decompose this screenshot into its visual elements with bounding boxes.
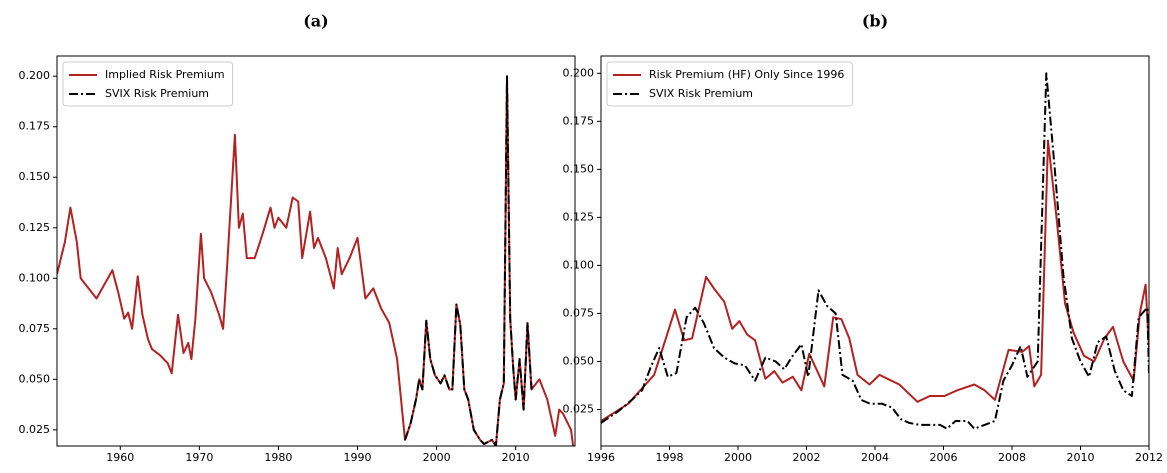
x-tick-label: 2010 [502, 451, 530, 464]
y-tick-label: 0.100 [563, 258, 595, 271]
y-tick-label: 0.200 [563, 66, 595, 79]
x-tick-label: 2010 [1067, 451, 1095, 464]
y-tick-label: 0.050 [19, 372, 51, 385]
y-tick-label: 0.075 [563, 306, 595, 319]
legend-label: Risk Premium (HF) Only Since 1996 [649, 68, 844, 81]
x-tick-label: 2006 [930, 451, 958, 464]
y-tick-label: 0.150 [19, 170, 51, 183]
series-line [601, 139, 1149, 422]
x-tick-label: 2004 [861, 451, 889, 464]
y-tick-label: 0.100 [19, 271, 51, 284]
series-lines [601, 72, 1149, 430]
y-tick-label: 0.125 [19, 221, 51, 234]
y-tick-label: 0.150 [563, 162, 595, 175]
series-line [57, 75, 575, 446]
series-line [601, 72, 1149, 430]
x-tick-label: 1970 [185, 451, 213, 464]
series-line [404, 75, 533, 446]
legend-label: Implied Risk Premium [105, 68, 225, 81]
x-tick-label: 2002 [793, 451, 821, 464]
x-tick-label: 1980 [264, 451, 292, 464]
plot-frame [600, 55, 1150, 447]
legend-label: SVIX Risk Premium [649, 87, 753, 100]
series-lines [57, 75, 575, 446]
plot-frame [56, 55, 576, 447]
y-tick-label: 0.050 [563, 354, 595, 367]
panel-title: (a) [303, 12, 329, 31]
x-tick-label: 2012 [1135, 451, 1163, 464]
y-tick-label: 0.125 [563, 210, 595, 223]
y-tick-label: 0.075 [19, 322, 51, 335]
panel: (b) 0.025 0.050 0.075 0.100 0.125 0.150 0.175 0.… [563, 12, 1164, 465]
x-tick-label: 1960 [106, 451, 134, 464]
legend-label: SVIX Risk Premium [105, 87, 209, 100]
y-tick-label: 0.025 [19, 423, 51, 436]
x-tick-label: 2000 [724, 451, 752, 464]
y-tick-label: 0.175 [19, 120, 51, 133]
panel: (a) 0.025 0.050 0.075 0.100 0.125 0.150 0.175 0.… [19, 12, 576, 464]
x-tick-label: 1996 [587, 451, 615, 464]
legend: Risk Premium (HF) Only Since 1996 SVIX Ri… [606, 61, 853, 107]
legend-box [62, 61, 234, 107]
panel-title: (b) [862, 12, 888, 31]
x-tick-label: 2008 [998, 451, 1026, 464]
x-tick-label: 2000 [423, 451, 451, 464]
x-tick-label: 1998 [656, 451, 684, 464]
x-tick-label: 1990 [344, 451, 372, 464]
y-tick-label: 0.025 [563, 402, 595, 415]
y-tick-label: 0.175 [563, 114, 595, 127]
legend: Implied Risk Premium SVIX Risk Premium [62, 61, 234, 107]
legend-box [606, 61, 853, 107]
y-tick-label: 0.200 [19, 69, 51, 82]
